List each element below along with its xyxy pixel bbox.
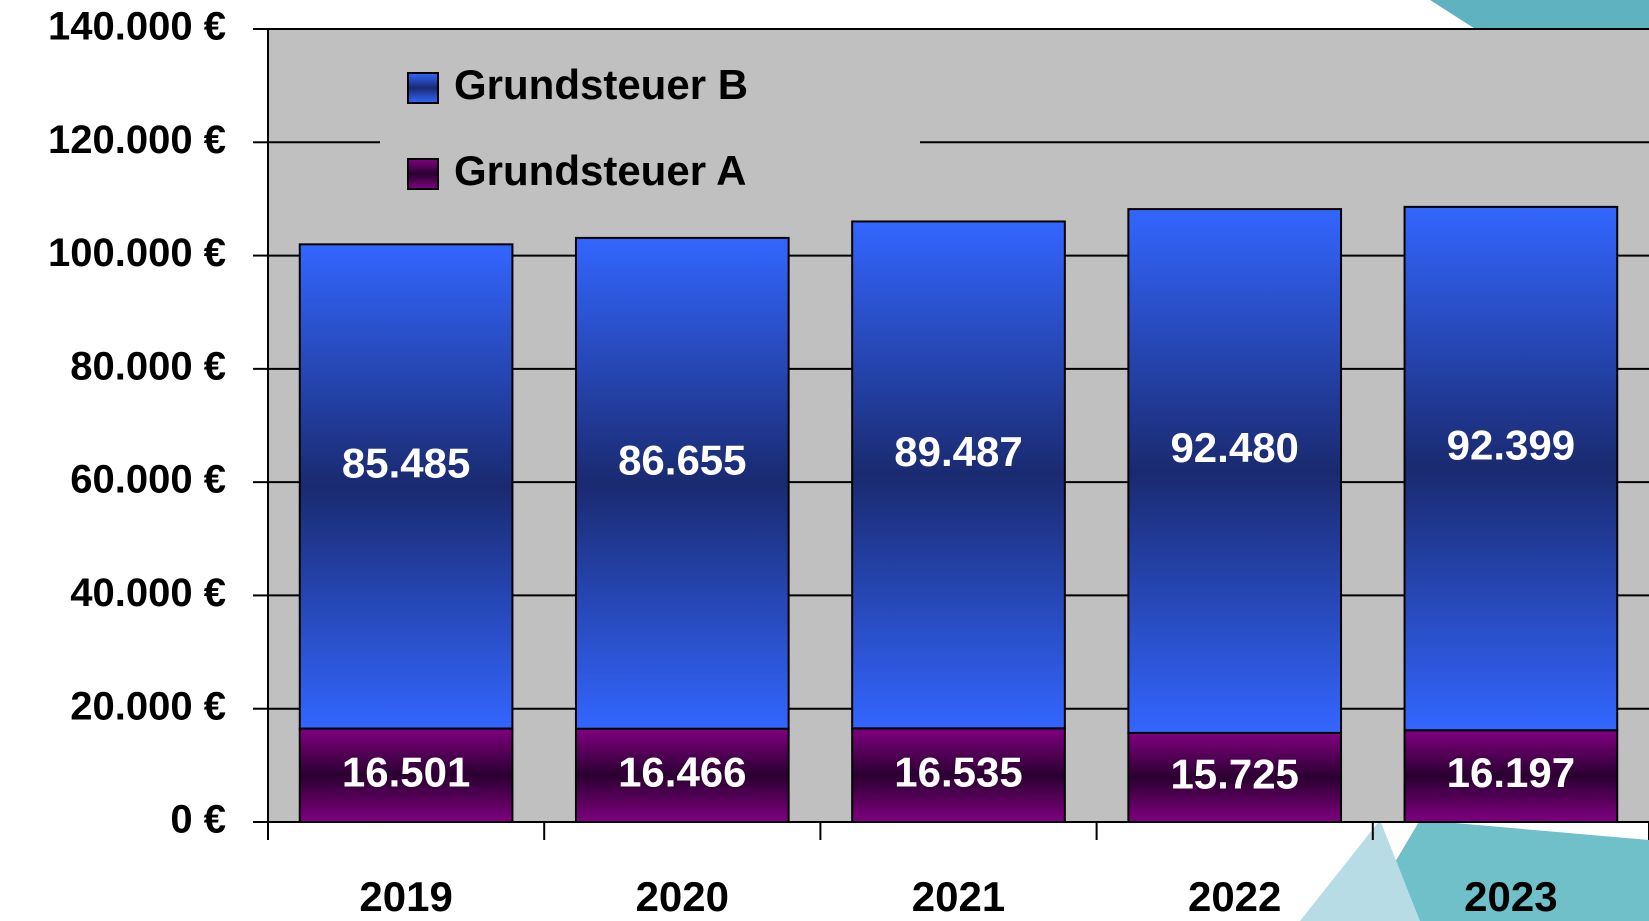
y-tick-label: 80.000 € — [70, 344, 226, 388]
value-label: 85.485 — [342, 440, 470, 487]
legend-bg — [380, 50, 920, 210]
bar-segment — [1127, 731, 1343, 823]
value-label: 86.655 — [618, 436, 746, 483]
bar-segment — [574, 236, 790, 730]
legend-swatch — [407, 72, 439, 104]
value-label: 16.466 — [618, 748, 746, 795]
x-tick-label: 2022 — [1188, 873, 1281, 920]
y-tick-label: 0 € — [170, 798, 226, 842]
bar-segment — [851, 727, 1066, 824]
x-tick-label: 2019 — [359, 873, 452, 920]
value-label: 92.399 — [1447, 422, 1575, 469]
bar-segment — [851, 220, 1066, 730]
y-tick-label: 20.000 € — [70, 684, 226, 728]
bar-segment — [298, 243, 514, 730]
bar-segment — [1403, 205, 1619, 732]
bar-segment — [1127, 208, 1343, 734]
x-tick-label: 2021 — [912, 873, 1005, 920]
x-tick-label: 2020 — [636, 873, 729, 920]
value-label: 92.480 — [1170, 424, 1298, 471]
value-label: 16.535 — [894, 748, 1022, 795]
bar-segment — [1403, 729, 1619, 823]
bar-segment — [298, 727, 514, 824]
value-label: 15.725 — [1170, 751, 1298, 798]
decoration — [1360, 820, 1649, 921]
value-label: 16.197 — [1447, 749, 1575, 796]
y-tick-label: 100.000 € — [48, 231, 226, 275]
legend-label: Grundsteuer B — [454, 61, 748, 108]
value-label: 89.487 — [894, 428, 1022, 475]
y-tick-label: 140.000 € — [48, 5, 226, 49]
legend-label: Grundsteuer A — [454, 147, 746, 194]
y-tick-label: 40.000 € — [70, 571, 226, 615]
y-tick-label: 120.000 € — [48, 118, 226, 162]
value-label: 16.501 — [342, 748, 470, 795]
legend-swatch — [407, 158, 439, 190]
y-tick-label: 60.000 € — [70, 458, 226, 502]
decoration — [1300, 820, 1420, 921]
x-tick-label: 2023 — [1464, 873, 1557, 920]
